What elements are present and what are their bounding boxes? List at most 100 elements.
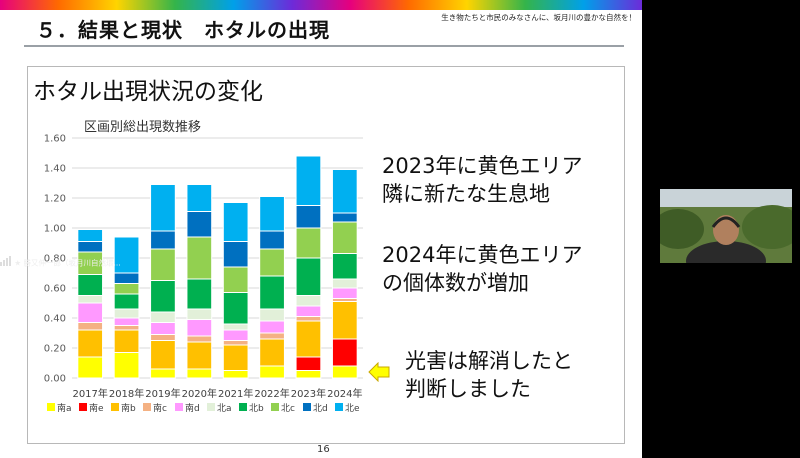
bar-segment: [331, 278, 358, 289]
bar-segment: [77, 329, 104, 358]
bar-segment: [77, 322, 104, 331]
bar-segment: [259, 332, 285, 340]
message-line: 2024年に黄色エリア: [382, 243, 583, 267]
bar-segment: [150, 230, 176, 250]
legend-swatch: [335, 403, 343, 411]
bar-segment: [222, 266, 249, 293]
x-tick-label: 2020年: [182, 387, 217, 400]
message-line: 光害は解消したと: [405, 349, 573, 373]
bar-segment: [331, 221, 358, 254]
bar-segment: [186, 211, 213, 238]
bar-segment: [150, 311, 176, 323]
legend-label: 北d: [313, 403, 328, 414]
bar-segment: [113, 325, 140, 331]
bar-segment: [331, 365, 358, 379]
bar-segment: [259, 230, 285, 250]
bar-segment: [259, 365, 285, 379]
bar-segment: [113, 317, 140, 326]
bar-segment: [186, 184, 213, 212]
y-tick-label: 0.00: [44, 374, 66, 385]
bar-segment: [77, 274, 104, 296]
bar-segment: [113, 272, 140, 284]
bar-segment: [186, 278, 213, 310]
legend-swatch: [271, 403, 279, 411]
bar-segment: [295, 257, 322, 296]
panel-title: ホタル出現状況の変化: [33, 79, 263, 105]
legend-swatch: [111, 403, 119, 411]
y-tick-label: 1.00: [44, 224, 66, 235]
message-2024: 2024年に黄色エリア の個体数が増加: [382, 241, 582, 297]
bar-segment: [113, 293, 140, 310]
bar-segment: [259, 338, 285, 367]
bar-segment: [222, 323, 249, 331]
bar-segment: [295, 155, 322, 206]
legend-swatch: [207, 403, 215, 411]
bar-segment: [331, 253, 358, 280]
bar-segment: [222, 292, 249, 325]
y-tick-label: 0.60: [44, 284, 66, 295]
legend-label: 南e: [89, 402, 104, 414]
bar-segment: [222, 202, 249, 242]
bar-segment: [150, 184, 176, 232]
participant-video-tile[interactable]: [660, 189, 792, 263]
bar-segment: [113, 352, 140, 379]
x-tick-label: 2024年: [327, 387, 362, 400]
x-tick-label: 2018年: [109, 387, 144, 400]
bar-segment: [331, 338, 358, 367]
page-number: 16: [317, 444, 330, 455]
bar-segment: [259, 248, 285, 277]
bar-segment: [331, 169, 358, 214]
legend-label: 南a: [57, 402, 72, 414]
bar-segment: [77, 302, 104, 323]
bar-segment: [295, 305, 322, 317]
bar-segment: [77, 229, 104, 242]
legend-swatch: [239, 403, 247, 411]
slide-slogan: 生き物たちと市民のみなさんに、坂月川の豊かな自然を！: [441, 13, 636, 22]
bar-segment: [186, 308, 213, 320]
bar-segment: [295, 370, 322, 379]
signal-bars-icon: [0, 256, 14, 268]
y-tick-label: 0.20: [44, 344, 66, 355]
message-line: 隣に新たな生息地: [382, 182, 550, 206]
message-line: 2023年に黄色エリア: [382, 154, 583, 178]
legend-label: 北c: [281, 403, 295, 414]
y-tick-label: 0.80: [44, 254, 66, 265]
participant-name: 勝又伸一郎（坂月川自然環...: [23, 258, 121, 268]
bar-segment: [113, 236, 140, 274]
legend-label: 北a: [217, 403, 232, 414]
legend-swatch: [143, 403, 151, 411]
bar-segment: [222, 344, 249, 371]
message-line: 判断しました: [405, 377, 531, 401]
legend-label: 南d: [185, 402, 200, 414]
legend-swatch: [175, 403, 183, 411]
message-conclusion: 光害は解消したと 判断しました: [405, 347, 573, 403]
bar-segment: [186, 368, 213, 379]
presentation-slide: ５．結果と現状 ホタルの出現 生き物たちと市民のみなさんに、坂月川の豊かな自然を…: [0, 0, 642, 458]
participant-name-bar: ★ 勝又伸一郎（坂月川自然環...: [0, 256, 138, 270]
bar-segment: [295, 316, 322, 322]
star-icon: ★: [14, 258, 22, 268]
bar-segment: [150, 248, 176, 281]
legend-swatch: [47, 403, 55, 411]
bar-segment: [186, 319, 213, 337]
bar-segment: [222, 241, 249, 268]
bar-segment: [331, 301, 358, 340]
bar-segment: [222, 340, 249, 346]
message-2023: 2023年に黄色エリア 隣に新たな生息地: [382, 152, 582, 208]
bar-segment: [331, 212, 358, 223]
bar-segment: [113, 308, 140, 319]
bar-segment: [295, 320, 322, 358]
bar-segment: [186, 335, 213, 343]
y-tick-label: 0.40: [44, 314, 66, 325]
legend-label: 北b: [249, 403, 264, 414]
bar-segment: [186, 236, 213, 280]
participant-video-feed: [660, 189, 792, 263]
bar-segment: [150, 280, 176, 313]
bar-segment: [295, 205, 322, 229]
legend-swatch: [303, 403, 311, 411]
left-arrow-icon: [368, 362, 390, 382]
bar-segment: [331, 287, 358, 299]
bar-segment: [113, 283, 140, 295]
bar-segment: [113, 329, 140, 353]
bar-segment: [259, 308, 285, 322]
